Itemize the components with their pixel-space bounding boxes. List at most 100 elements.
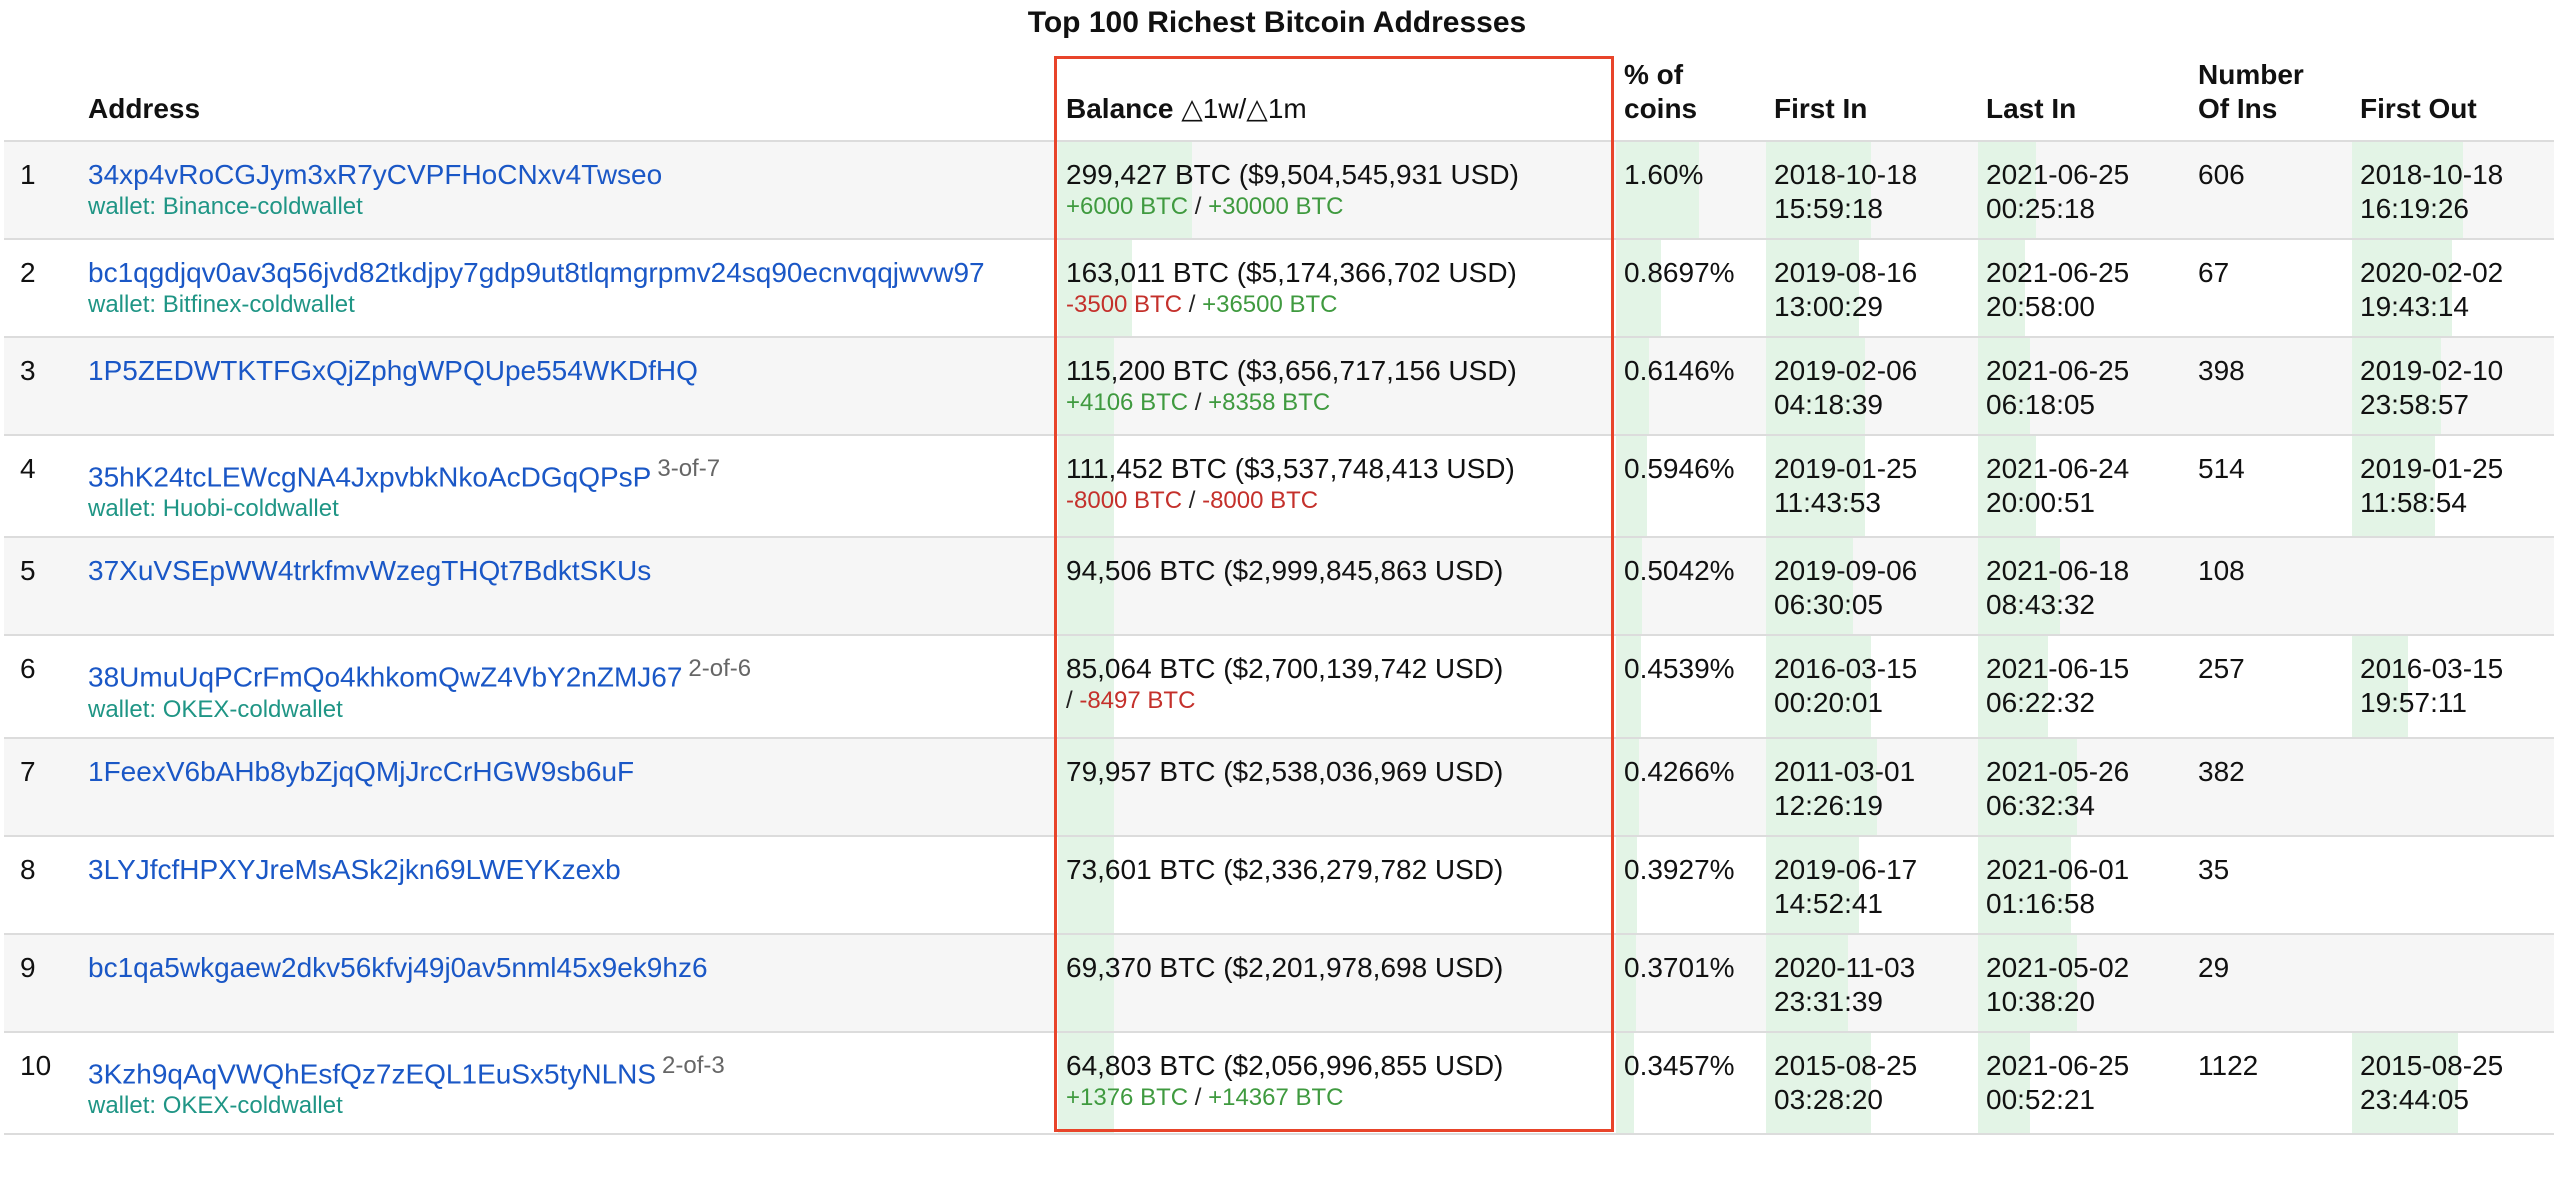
first-in-header[interactable]: First In [1774, 93, 1868, 124]
first-out-cell [2352, 537, 2554, 635]
balance-cell: 115,200 BTC ($3,656,717,156 USD) +4106 B… [1058, 337, 1616, 435]
address-cell: 38UmuUqPCrFmQo4khkomQwZ4VbY2nZMJ67 2-of-6… [80, 635, 1058, 737]
last-in-cell: 2021-06-25 00:52:21 [1978, 1032, 2190, 1134]
address-link[interactable]: bc1qa5wkgaew2dkv56kfvj49j0av5nml45x9ek9h… [88, 951, 708, 983]
number-of-ins-cell: 382 [2198, 755, 2245, 787]
balance-value: 69,370 BTC ($2,201,978,698 USD) [1066, 951, 1504, 983]
first-out-cell: 2019-02-10 23:58:57 [2352, 337, 2554, 435]
pct-coins-cell: 0.5946% [1616, 435, 1766, 537]
first-out-header[interactable]: First Out [2360, 93, 2477, 124]
activity-bar [1058, 636, 1114, 737]
multisig-label: 2-of-6 [688, 655, 752, 683]
table-row: 6 38UmuUqPCrFmQo4khkomQwZ4VbY2nZMJ67 2-of… [4, 635, 2554, 738]
number-of-ins-cell: 108 [2198, 555, 2245, 587]
activity-bar [1978, 636, 2048, 737]
delta-separator: / [1194, 389, 1202, 416]
activity-bar [1978, 1032, 2031, 1133]
balance-cell: 163,011 BTC ($5,174,366,702 USD) -3500 B… [1058, 239, 1616, 337]
address-link[interactable]: 1FeexV6bAHb8ybZjqQMjJrcCrHGW9sb6uF [88, 755, 635, 787]
address-cell: bc1qa5wkgaew2dkv56kfvj49j0av5nml45x9ek9h… [80, 934, 1058, 1032]
pct-coins-cell: 0.3457% [1616, 1032, 1766, 1134]
activity-bar [1766, 934, 1848, 1031]
activity-bar [1616, 836, 1638, 933]
address-link[interactable]: 34xp4vRoCGJym3xR7yCVPFHoCNxv4Twseo [88, 159, 663, 190]
activity-bar [1616, 934, 1636, 1031]
last-in-cell: 2021-06-25 06:18:05 [1978, 337, 2190, 435]
balance-delta: -8000 BTC / -8000 BTC [1066, 486, 1608, 516]
activity-bar [1616, 738, 1640, 835]
rank-cell: 6 [20, 653, 36, 685]
first-out-cell: 2015-08-25 23:44:05 [2352, 1032, 2554, 1134]
address-link[interactable]: 3Kzh9qAqVWQhEsfQz7zEQL1EuSx5tyNLNS [88, 1057, 657, 1089]
address-cell: 1P5ZEDWTKTFGxQjZphgWPQUpe554WKDfHQ [80, 337, 1058, 435]
delta-1w: +6000 BTC [1066, 193, 1189, 220]
balance-cell: 69,370 BTC ($2,201,978,698 USD) [1058, 934, 1616, 1032]
address-link[interactable]: 35hK24tcLEWcgNA4JxpvbkNkoAcDGqQPsP [88, 461, 652, 493]
activity-bar [1058, 738, 1114, 835]
balance-cell: 79,957 BTC ($2,538,036,969 USD) [1058, 738, 1616, 836]
number-of-ins-cell: 29 [2198, 951, 2230, 983]
wallet-label[interactable]: wallet: OKEX-coldwallet [88, 1091, 343, 1119]
wallet-label[interactable]: wallet: Binance-coldwallet [88, 193, 363, 220]
activity-bar [1766, 142, 1871, 238]
pct-coins-cell: 0.8697% [1616, 239, 1766, 337]
balance-cell: 64,803 BTC ($2,056,996,855 USD) +1376 BT… [1058, 1032, 1616, 1134]
first-in-cell: 2015-08-25 03:28:20 [1766, 1032, 1978, 1134]
activity-bar [1766, 836, 1860, 933]
delta-1w: +1376 BTC [1066, 1083, 1189, 1111]
pct-coins-header[interactable]: % of coins [1624, 59, 1698, 124]
address-link[interactable]: 38UmuUqPCrFmQo4khkomQwZ4VbY2nZMJ67 [88, 661, 683, 693]
first-out-cell: 2018-10-18 16:19:26 [2352, 141, 2554, 239]
activity-bar [1978, 934, 2078, 1031]
number-of-ins-cell: 67 [2198, 257, 2230, 288]
address-cell: 3LYJfcfHPXYJreMsASk2jkn69LWEYKzexb [80, 836, 1058, 934]
activity-bar [1978, 738, 2078, 835]
rank-cell: 1 [20, 159, 36, 190]
last-in-cell: 2021-05-26 06:32:34 [1978, 738, 2190, 836]
first-in-cell: 2020-11-03 23:31:39 [1766, 934, 1978, 1032]
delta-separator: / [1188, 487, 1196, 514]
activity-bar [1766, 436, 1866, 537]
address-link[interactable]: 1P5ZEDWTKTFGxQjZphgWPQUpe554WKDfHQ [88, 355, 698, 386]
activity-bar [1766, 1032, 1871, 1133]
first-out-cell [2352, 836, 2554, 934]
activity-bar [1766, 738, 1877, 835]
wallet-label[interactable]: wallet: OKEX-coldwallet [88, 695, 343, 723]
balance-cell: 73,601 BTC ($2,336,279,782 USD) [1058, 836, 1616, 934]
balance-value: 73,601 BTC ($2,336,279,782 USD) [1066, 853, 1504, 885]
rank-cell: 2 [20, 257, 36, 288]
first-out-cell [2352, 738, 2554, 836]
address-header[interactable]: Address [88, 93, 201, 124]
wallet-label[interactable]: wallet: Bitfinex-coldwallet [88, 291, 355, 318]
activity-bar [1616, 240, 1662, 336]
rank-cell: 4 [20, 453, 36, 484]
first-in-cell: 2011-03-01 12:26:19 [1766, 738, 1978, 836]
activity-bar [2352, 436, 2436, 537]
first-in-cell: 2016-03-15 00:20:01 [1766, 635, 1978, 737]
delta-1w: +4106 BTC [1066, 389, 1189, 416]
activity-bar [1766, 636, 1871, 737]
balance-delta: +4106 BTC / +8358 BTC [1066, 388, 1608, 418]
balance-header[interactable]: Balance △1w/△1m [1066, 93, 1307, 124]
address-link[interactable]: 37XuVSEpWW4trkfmvWzegTHQt7BdktSKUs [88, 555, 652, 587]
address-link[interactable]: bc1qgdjqv0av3q56jvd82tkdjpy7gdp9ut8tlqmg… [88, 257, 985, 288]
number-of-ins-cell: 514 [2198, 453, 2245, 484]
wallet-label[interactable]: wallet: Huobi-coldwallet [88, 495, 339, 523]
balance-cell: 94,506 BTC ($2,999,845,863 USD) [1058, 537, 1616, 635]
delta-1w: -3500 BTC [1066, 291, 1183, 318]
delta-1m: -8000 BTC [1202, 487, 1319, 514]
rank-cell: 10 [20, 1049, 52, 1081]
first-out-cell: 2020-02-02 19:43:14 [2352, 239, 2554, 337]
last-in-header[interactable]: Last In [1986, 93, 2077, 124]
first-out-cell: 2016-03-15 19:57:11 [2352, 635, 2554, 737]
last-in-cell: 2021-06-25 20:58:00 [1978, 239, 2190, 337]
activity-bar [1766, 338, 1866, 434]
activity-bar [1058, 338, 1114, 434]
address-link[interactable]: 3LYJfcfHPXYJreMsASk2jkn69LWEYKzexb [88, 853, 621, 885]
balance-value: 64,803 BTC ($2,056,996,855 USD) [1066, 1049, 1504, 1081]
first-in-cell: 2019-06-17 14:52:41 [1766, 836, 1978, 934]
multisig-label: 3-of-7 [657, 455, 721, 482]
activity-bar [1616, 538, 1643, 635]
activity-bar [2352, 142, 2464, 238]
number-of-ins-header[interactable]: Number Of Ins [2198, 59, 2304, 124]
